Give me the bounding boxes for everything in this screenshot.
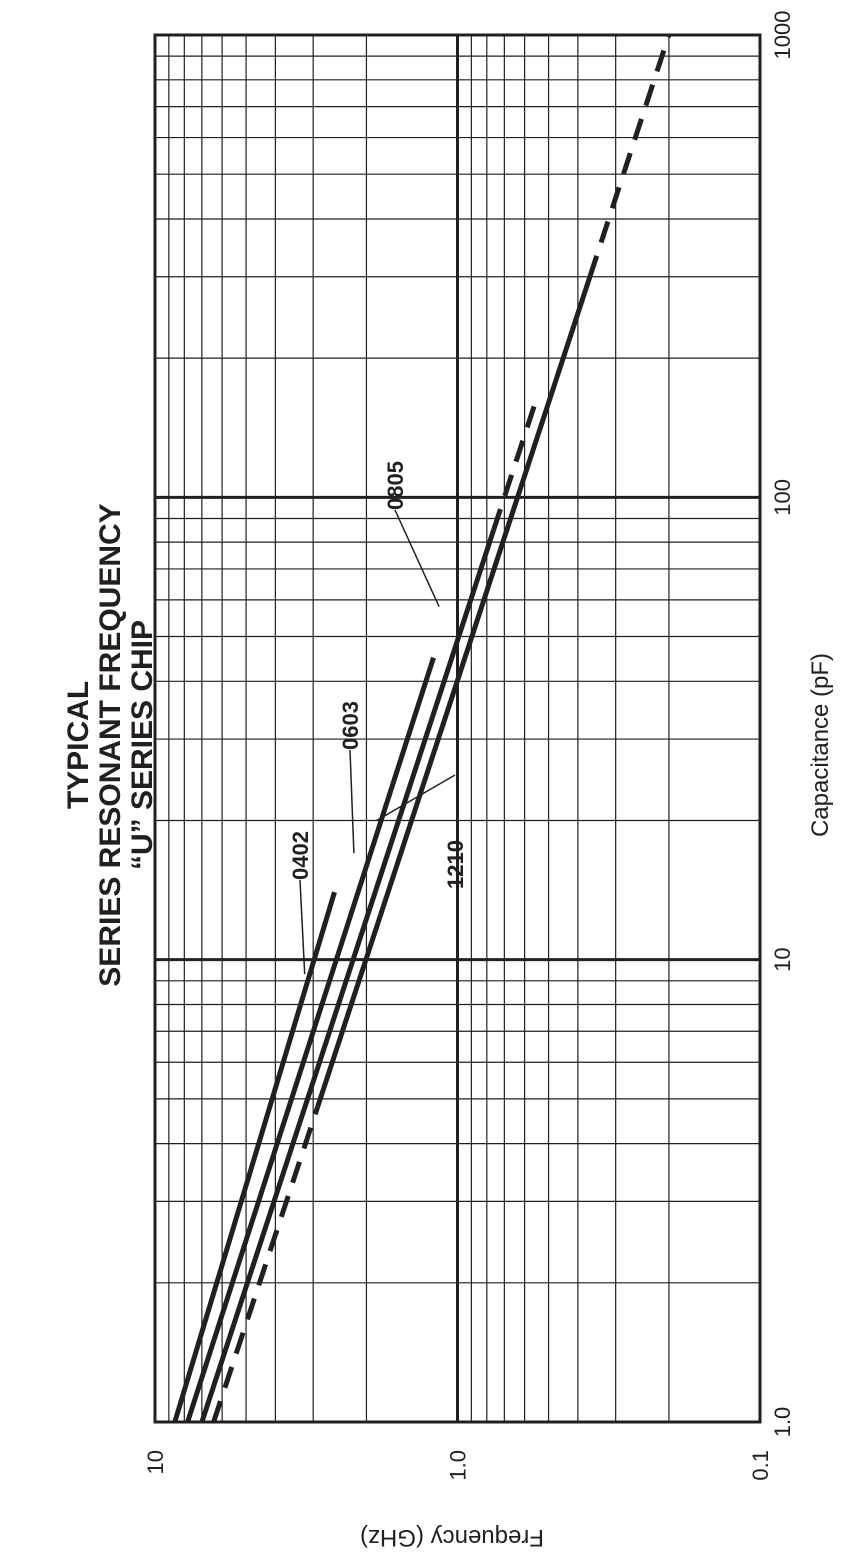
series-line-1210 [315, 275, 593, 1108]
title-line-2: SERIES RESONANT FREQUENCY [94, 503, 127, 986]
y-tick-label: 1.0 [446, 1450, 471, 1481]
series-line-1210-dashed [211, 34, 672, 1423]
x-tick-label: 10 [770, 947, 795, 971]
series-labels: 0402 0603 0805 1210 [288, 461, 468, 889]
series-label-0805: 0805 [383, 461, 408, 510]
leader-0402 [299, 879, 306, 975]
chart-grid [155, 35, 760, 1422]
leader-1210 [376, 774, 456, 822]
title-line-1: TYPICAL [62, 681, 95, 809]
y-axis-label: Frequency (GHz) [360, 1524, 544, 1551]
series-line-0603 [185, 656, 436, 1423]
plot-frame [153, 33, 762, 1424]
tick-labels: 1.0 10 100 1000 10 1.0 0.1 [143, 11, 795, 1481]
x-tick-label: 1.0 [770, 1407, 795, 1438]
series-line-0805-dashed [491, 396, 540, 531]
plot-border [153, 33, 762, 1424]
x-tick-label: 100 [770, 479, 795, 516]
leader-0805 [394, 509, 440, 608]
series-layer [172, 34, 672, 1423]
leader-0603 [349, 749, 355, 854]
y-tick-label: 10 [143, 1450, 168, 1474]
series-label-0603: 0603 [338, 701, 363, 750]
y-tick-label: 0.1 [748, 1450, 773, 1481]
label-leaders [299, 509, 456, 975]
series-line-0805 [199, 529, 496, 1423]
chart-title: TYPICAL SERIES RESONANT FREQUENCY “U” SE… [62, 503, 159, 986]
series-label-0402: 0402 [288, 831, 313, 880]
x-axis-label: Capacitance (pF) [807, 653, 834, 837]
x-tick-label: 1000 [770, 11, 795, 60]
series-label-1210: 1210 [443, 840, 468, 889]
series-line-0402 [172, 891, 337, 1423]
